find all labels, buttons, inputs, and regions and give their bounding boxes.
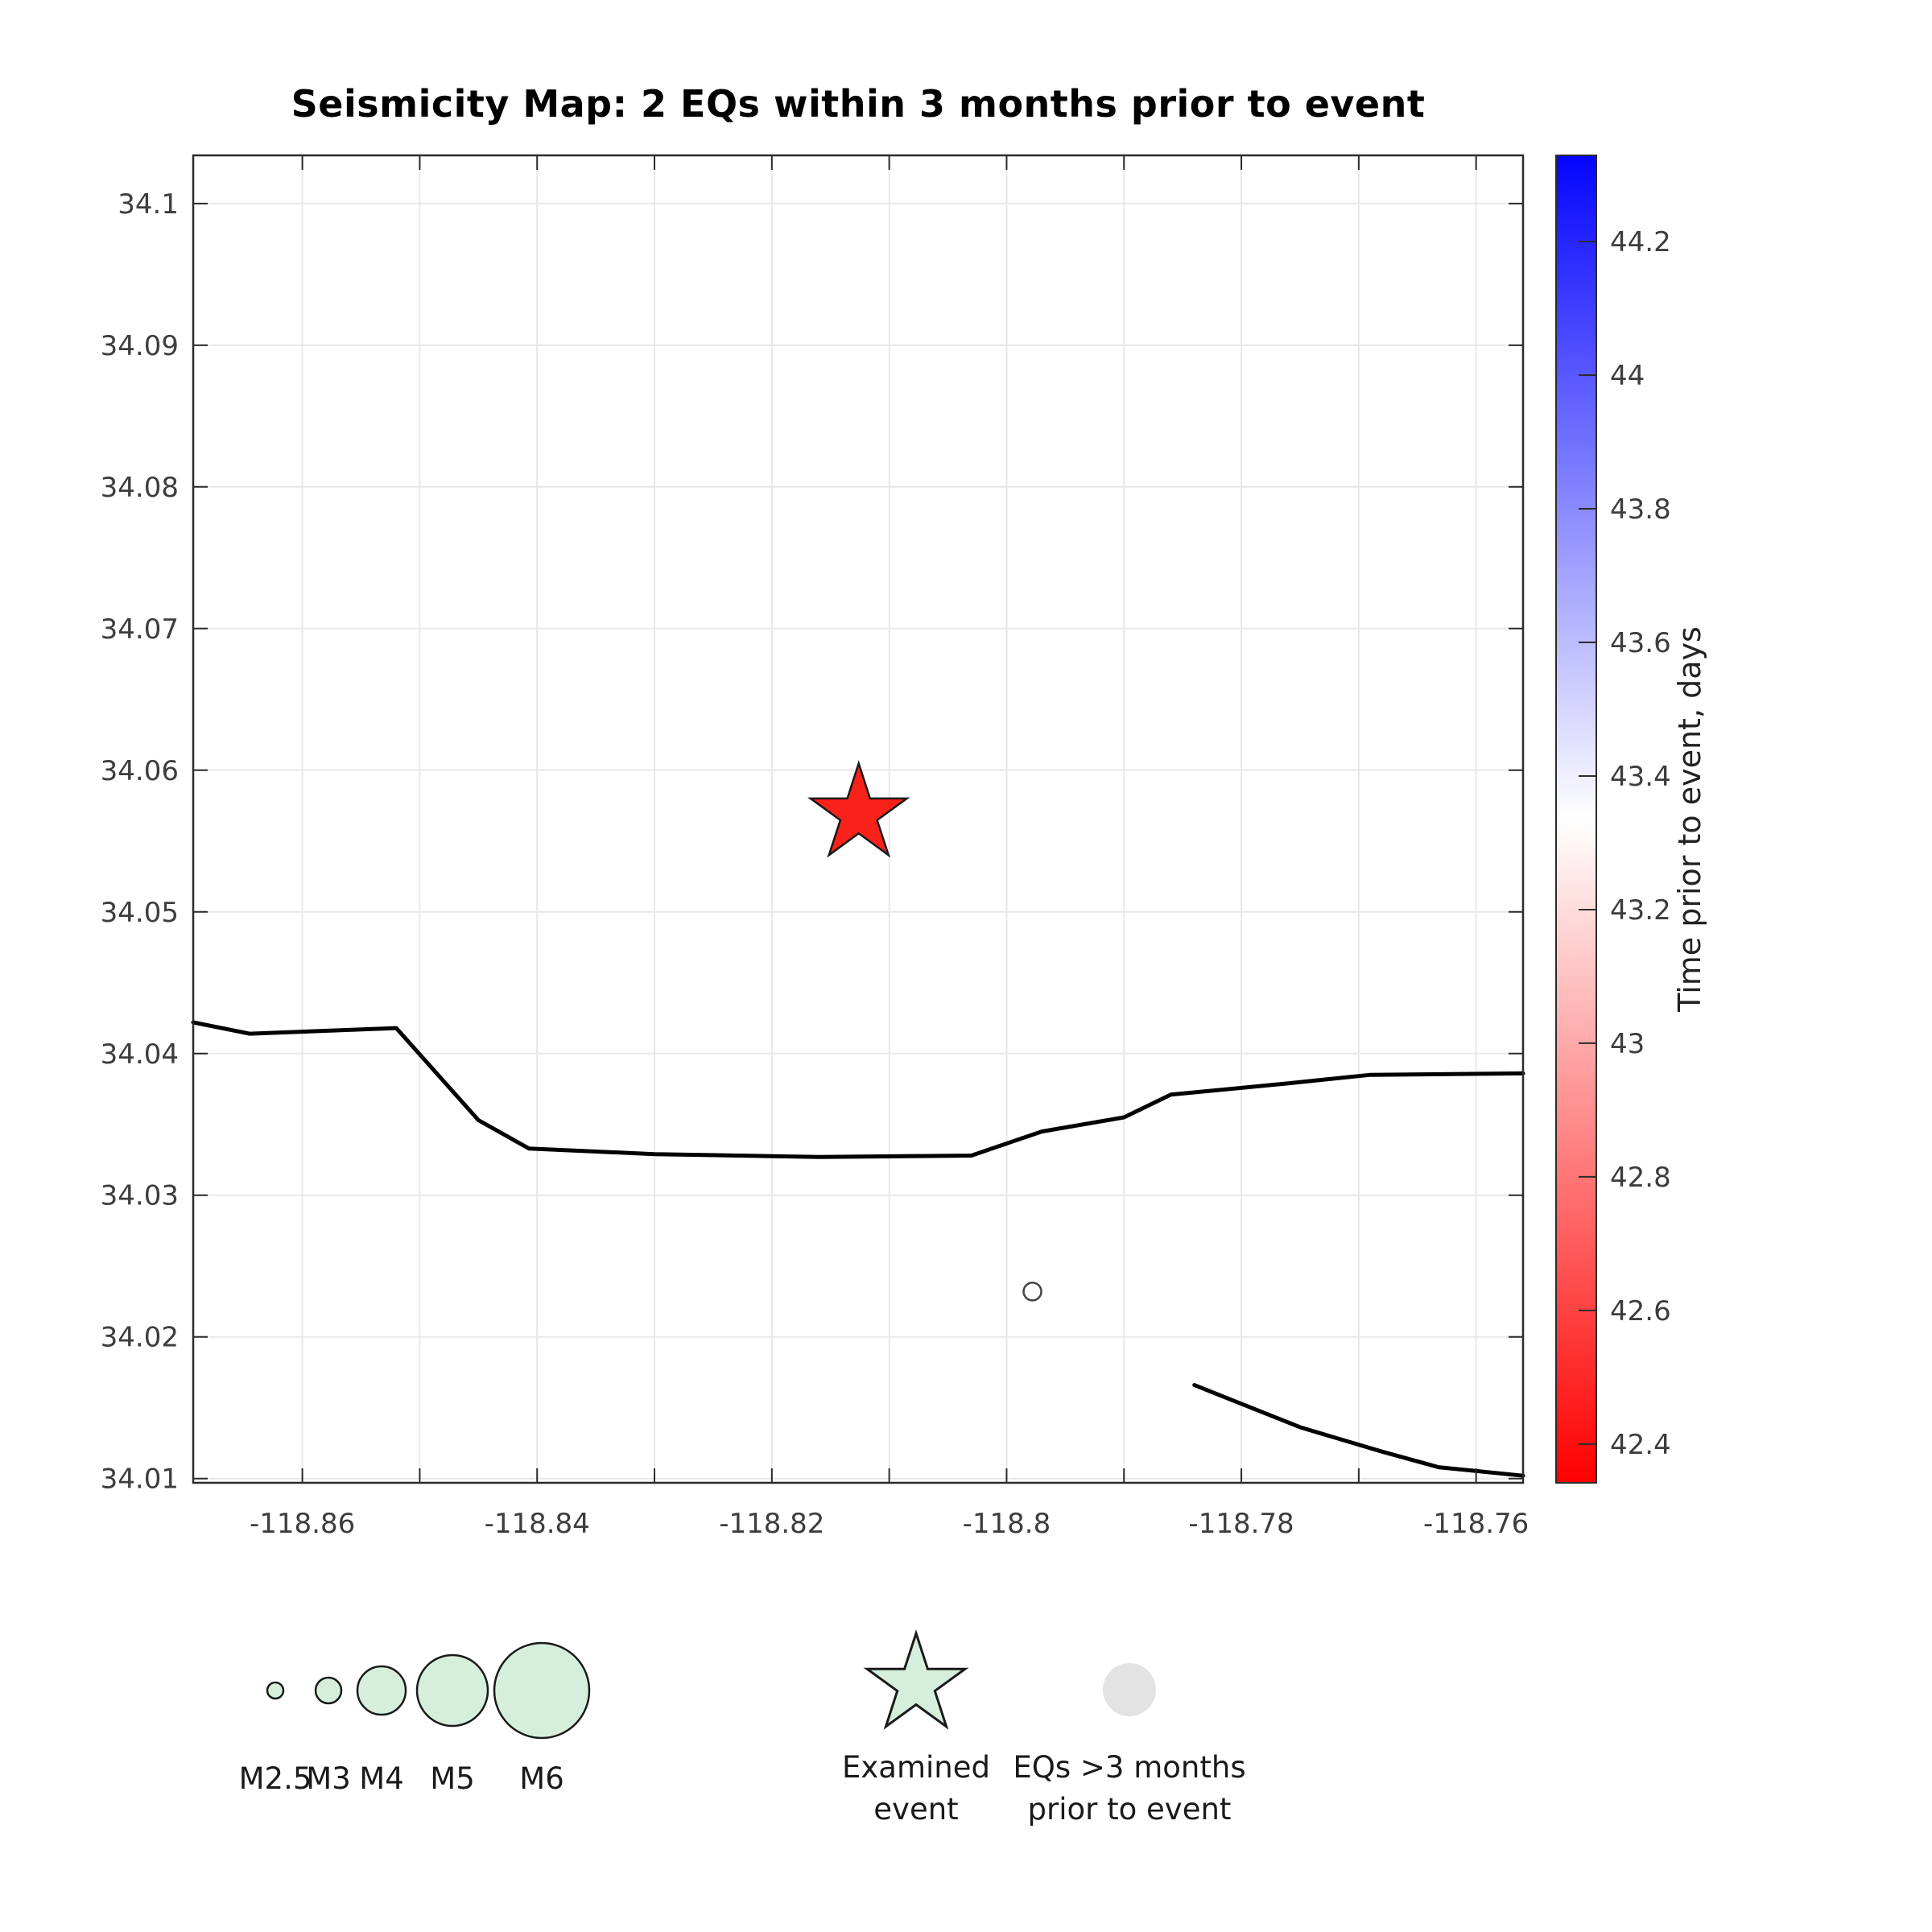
y-tick-label: 34.08 (101, 472, 179, 504)
legend-old-eq-label: prior to event (1028, 1792, 1232, 1827)
y-tick-label: 34.06 (101, 755, 179, 787)
colorbar-tick-label: 43 (1610, 1028, 1645, 1060)
legend-magnitude-circle (493, 1641, 591, 1740)
x-tick-label: -118.82 (719, 1508, 824, 1540)
legend-magnitude-circle (266, 1681, 285, 1700)
colorbar-tick-label: 43.4 (1610, 761, 1671, 793)
colorbar-border (1555, 155, 1597, 1484)
colorbar-tick-label: 42.4 (1610, 1429, 1671, 1461)
y-tick-label: 34.1 (118, 188, 179, 221)
legend-magnitude-circle (415, 1653, 489, 1728)
x-tick-label: -118.76 (1423, 1508, 1529, 1540)
colorbar-tick-label: 42.6 (1610, 1295, 1671, 1327)
colorbar-tick-label: 42.8 (1610, 1162, 1671, 1194)
legend-magnitude-circle (314, 1676, 343, 1705)
plot-border (192, 154, 1525, 1484)
y-tick-label: 34.01 (101, 1463, 179, 1496)
colorbar-tick-label: 43.6 (1610, 627, 1671, 659)
colorbar-tick-label: 43.8 (1610, 493, 1671, 526)
x-tick-label: -118.84 (485, 1508, 590, 1540)
fault-line (1192, 1383, 1525, 1478)
colorbar-axis-label: Time prior to event, days (1672, 626, 1707, 1013)
examined-event-marker (807, 760, 910, 858)
legend-magnitude-label: M4 (359, 1761, 403, 1796)
x-tick-label: -118.78 (1188, 1508, 1294, 1540)
y-tick-label: 34.09 (101, 330, 179, 362)
legend-magnitude-label: M5 (430, 1761, 474, 1796)
y-tick-label: 34.07 (101, 613, 179, 646)
y-tick-label: 34.02 (101, 1322, 179, 1354)
colorbar-tick-label: 44 (1610, 360, 1645, 392)
legend-star-icon (863, 1629, 969, 1730)
eq-marker (1022, 1282, 1042, 1302)
legend-magnitude-label: M6 (519, 1761, 564, 1796)
colorbar-gradient (1556, 155, 1596, 1483)
y-tick-label: 34.05 (101, 897, 179, 929)
fault-line (191, 1020, 1525, 1159)
x-tick-label: -118.8 (963, 1508, 1051, 1540)
colorbar-tick-label: 43.2 (1610, 894, 1671, 927)
legend-old-eq-label: EQs >3 months (1013, 1750, 1245, 1785)
colorbar-tick-label: 44.2 (1610, 226, 1671, 258)
legend-magnitude-label: M3 (306, 1761, 350, 1796)
legend-magnitude-label: M2.5 (239, 1761, 312, 1796)
legend-star-label: Examined (842, 1750, 990, 1785)
chart-title: Seismicity Map: 2 EQs within 3 months pr… (291, 82, 1426, 126)
x-tick-label: -118.86 (250, 1508, 355, 1540)
y-tick-label: 34.03 (101, 1180, 179, 1212)
legend-old-eq-circle (1103, 1663, 1156, 1716)
y-tick-label: 34.04 (101, 1038, 179, 1071)
legend-star-label: event (873, 1792, 958, 1827)
legend-magnitude-circle (356, 1665, 407, 1716)
